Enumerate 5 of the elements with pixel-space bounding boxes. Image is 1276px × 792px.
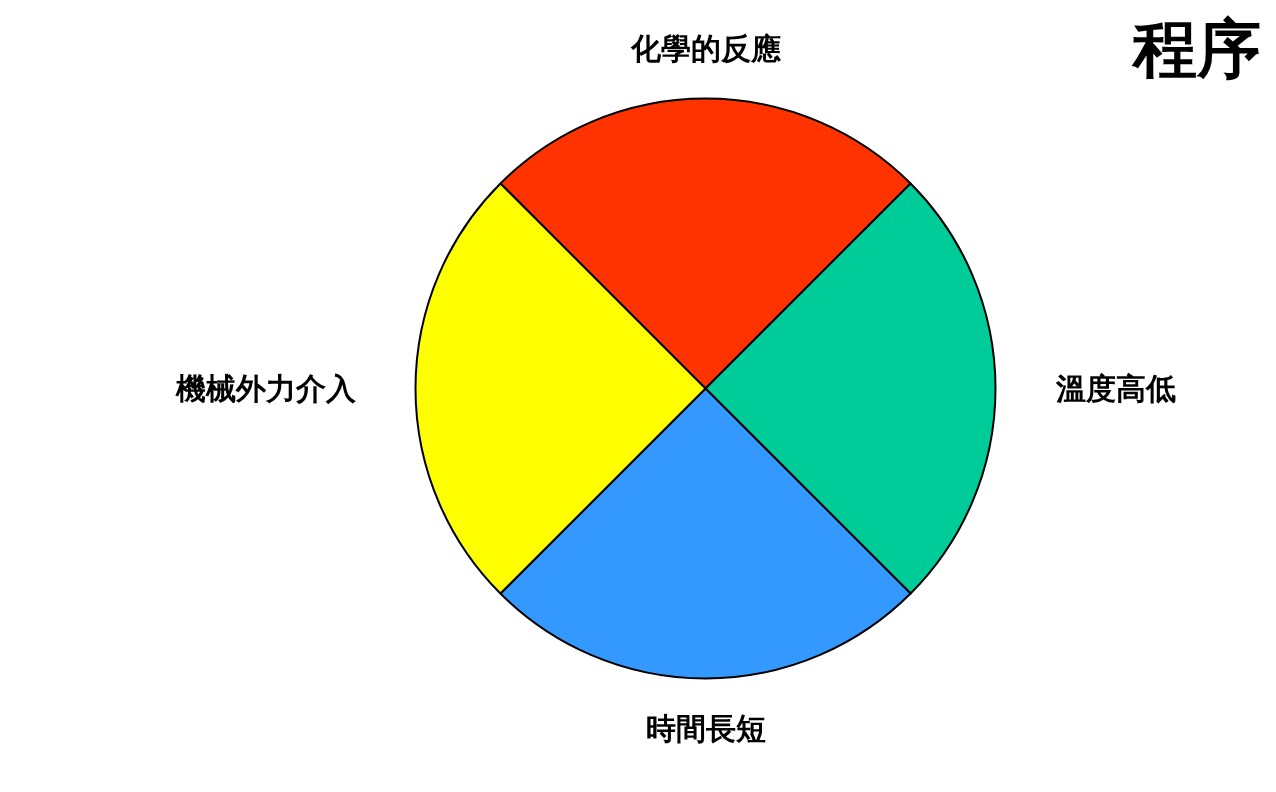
chart-title: 程序 bbox=[1130, 10, 1261, 86]
slice-label: 時間長短 bbox=[645, 711, 766, 746]
slice-label: 化學的反應 bbox=[629, 31, 781, 66]
slice-label: 溫度高低 bbox=[1054, 371, 1176, 406]
slice-label: 機械外力介入 bbox=[174, 371, 357, 406]
